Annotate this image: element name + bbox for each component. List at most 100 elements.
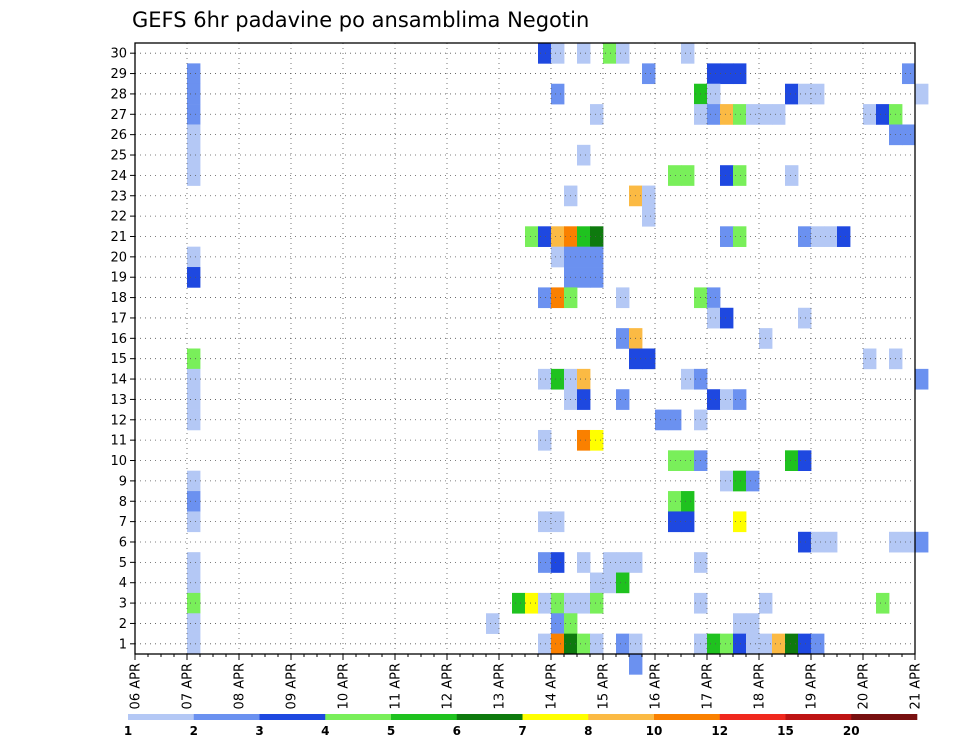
heatmap-cell	[720, 165, 734, 186]
heatmap-cell	[915, 83, 929, 105]
heatmap-cell	[902, 63, 916, 85]
y-tick-label: 14	[110, 373, 127, 388]
colorbar-label: 8	[584, 724, 592, 738]
heatmap-cell	[187, 246, 201, 268]
heatmap-cell	[746, 470, 760, 492]
colorbar-label: 10	[646, 724, 663, 738]
x-tick-label: 08 APR	[233, 663, 248, 709]
colorbar-label: 15	[777, 724, 794, 738]
heatmap-cell	[603, 43, 617, 64]
colorbar-segment	[456, 714, 523, 720]
heatmap-cell	[746, 613, 760, 634]
y-tick-label: 6	[119, 535, 127, 550]
heatmap-cell	[733, 226, 747, 247]
y-tick-label: 28	[110, 87, 127, 102]
heatmap-cell	[720, 633, 734, 655]
heatmap-cell	[772, 104, 786, 125]
heatmap-cell	[681, 450, 695, 471]
heatmap-cell	[590, 572, 604, 594]
colorbar-segment	[785, 714, 852, 720]
heatmap-cell	[551, 552, 565, 573]
y-tick-label: 9	[119, 474, 127, 489]
heatmap-cell	[655, 409, 669, 431]
y-tick-label: 1	[119, 637, 127, 652]
heatmap-cell	[551, 511, 565, 533]
x-tick-label: 16 APR	[649, 663, 664, 709]
heatmap-cell	[538, 368, 552, 390]
heatmap-cell	[720, 63, 734, 85]
heatmap-cell	[187, 348, 201, 370]
x-tick-label: 06 APR	[129, 663, 144, 709]
heatmap-cell	[746, 104, 760, 125]
heatmap-cell	[629, 654, 643, 675]
heatmap-cell	[902, 124, 916, 146]
y-tick-label: 23	[110, 189, 127, 204]
heatmap-cell	[577, 43, 591, 64]
y-tick-label: 10	[110, 454, 127, 469]
heatmap-cell	[668, 450, 682, 471]
y-tick-label: 15	[110, 352, 127, 367]
heatmap-cell	[603, 572, 617, 594]
colorbar-segment	[325, 714, 392, 720]
heatmap-cell	[915, 368, 929, 390]
heatmap-cell	[811, 83, 825, 105]
heatmap-cell	[551, 83, 565, 105]
y-tick-label: 17	[110, 311, 127, 326]
heatmap-cell	[720, 389, 734, 410]
x-tick-label: 20 APR	[857, 663, 872, 709]
heatmap-cell	[616, 328, 630, 349]
heatmap-cell	[538, 43, 552, 64]
y-tick-label: 18	[110, 291, 127, 306]
y-tick-label: 30	[110, 47, 127, 62]
heatmap-cell	[707, 104, 721, 125]
heatmap-cell	[590, 104, 604, 125]
heatmap-cell	[551, 287, 565, 309]
heatmap-cell	[590, 226, 604, 247]
x-tick-label: 17 APR	[701, 663, 716, 709]
y-tick-label: 25	[110, 149, 127, 164]
heatmap-cell	[681, 165, 695, 186]
heatmap-cell	[577, 429, 591, 451]
heatmap-cell	[577, 144, 591, 166]
y-tick-label: 24	[110, 169, 127, 184]
x-tick-label: 21 APR	[909, 663, 924, 709]
heatmap-cell	[707, 83, 721, 105]
colorbar-segment	[128, 714, 195, 720]
heatmap-cell	[590, 633, 604, 655]
heatmap-cell	[577, 267, 591, 288]
x-axis: 06 APR 07 APR 08 APR 09 APR 10 APR 11 APR 12 A…	[129, 654, 924, 709]
heatmap-cell	[538, 592, 552, 614]
heatmap-cell	[525, 226, 539, 247]
heatmap-cell	[486, 613, 500, 634]
heatmap-cell	[512, 592, 526, 614]
heatmap-cell	[538, 226, 552, 247]
heatmap-cell	[798, 83, 812, 105]
heatmap-cell	[876, 104, 890, 125]
y-tick-label: 7	[119, 515, 127, 530]
heatmap-cell	[187, 267, 201, 288]
x-tick-label: 09 APR	[285, 663, 300, 709]
heatmap-cell	[811, 531, 825, 553]
y-tick-label: 16	[110, 332, 127, 347]
heatmap-cell	[577, 246, 591, 268]
y-tick-label: 2	[119, 617, 127, 632]
heatmap-cell	[863, 104, 877, 125]
y-tick-label: 19	[110, 271, 127, 286]
colorbar-label: 4	[321, 724, 329, 738]
heatmap-cell	[720, 226, 734, 247]
heatmap-cell	[681, 43, 695, 64]
y-axis: 1234567891011121314151617181920212223242…	[110, 47, 135, 652]
heatmap-cell	[798, 226, 812, 247]
heatmap-cell	[733, 470, 747, 492]
heatmap-cell	[733, 63, 747, 85]
heatmap-cell	[577, 368, 591, 390]
heatmap-cell	[616, 552, 630, 573]
x-tick-label: 19 APR	[805, 663, 820, 709]
heatmap-cell	[551, 613, 565, 634]
x-tick-label: 13 APR	[493, 663, 508, 709]
heatmap-cell	[707, 389, 721, 410]
heatmap-cell	[187, 165, 201, 186]
colorbar-segment	[193, 714, 260, 720]
heatmap-cell	[187, 104, 201, 125]
